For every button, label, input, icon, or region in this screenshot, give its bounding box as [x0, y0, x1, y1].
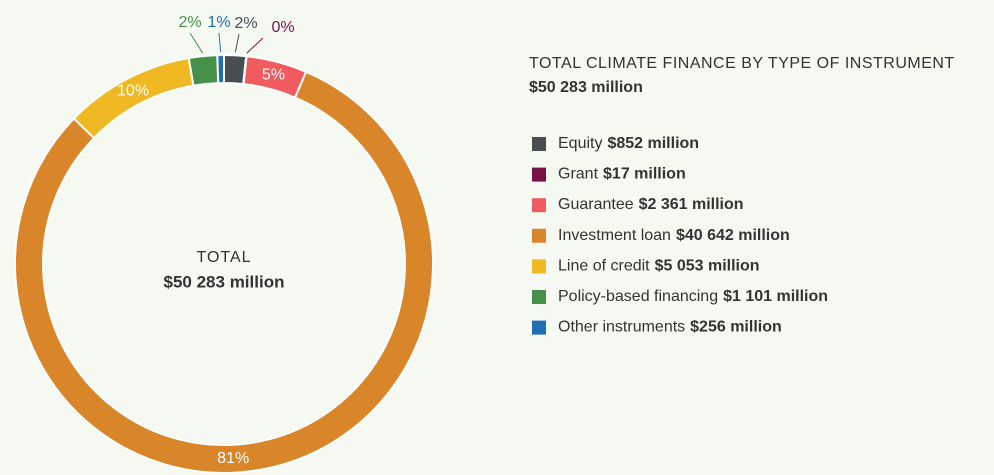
legend-name: Other instruments: [558, 319, 685, 336]
legend-value: $17 million: [603, 166, 686, 183]
donut-slice: [216, 53, 225, 85]
legend-entry: Investment loan $40 642 million: [558, 227, 790, 244]
legend-swatch: [532, 259, 546, 274]
legend-swatch: [532, 198, 546, 213]
donut-slice: [187, 54, 220, 87]
legend-name: Equity: [558, 135, 602, 152]
legend-value: $1 101 million: [723, 288, 828, 305]
legend-swatch: [532, 228, 546, 243]
legend-swatch: [532, 290, 546, 304]
legend-entry: Grant $17 million: [558, 166, 686, 183]
percent-label: 2%: [234, 15, 257, 32]
percent-label: 1%: [207, 14, 230, 31]
legend-value: $852 million: [607, 135, 699, 152]
donut-slice: [14, 70, 434, 474]
leader-line: [234, 33, 240, 53]
legend-value: $5 053 million: [655, 258, 760, 275]
legend-value: $2 361 million: [639, 196, 744, 213]
percent-label: 81%: [217, 450, 249, 467]
leader-line: [189, 32, 204, 54]
chart-title: TOTAL CLIMATE FINANCE BY TYPE OF INSTRUM…: [529, 55, 955, 72]
legend-swatch: [532, 167, 546, 182]
legend-swatch: [532, 320, 546, 335]
legend-name: Guarantee: [558, 196, 634, 213]
legend-name: Grant: [558, 166, 599, 183]
leader-line: [218, 32, 222, 53]
leader-line: [246, 37, 264, 54]
legend-entry: Policy-based financing $1 101 million: [558, 288, 828, 305]
center-label: TOTAL: [196, 249, 251, 266]
percent-label: 2%: [178, 14, 201, 31]
total: $50 283 million: [529, 79, 643, 96]
legend-value: $40 642 million: [676, 227, 790, 244]
legend-value: $256 million: [690, 319, 782, 336]
legend-entry: Equity $852 million: [558, 135, 699, 152]
legend-entry: Line of credit $5 053 million: [558, 258, 760, 275]
legend-name: Policy-based financing: [558, 288, 718, 305]
legend-entry: Guarantee $2 361 million: [558, 196, 744, 213]
percent-label: 10%: [117, 83, 149, 100]
percent-label: 0%: [271, 19, 294, 36]
legend-swatch: [532, 137, 546, 151]
legend-entry: Other instruments $256 million: [558, 319, 782, 336]
center-total: $50 283 million: [164, 272, 285, 291]
legend-name: Line of credit: [558, 258, 650, 275]
percent-label: 5%: [262, 67, 285, 84]
legend-name: Investment loan: [558, 227, 671, 244]
